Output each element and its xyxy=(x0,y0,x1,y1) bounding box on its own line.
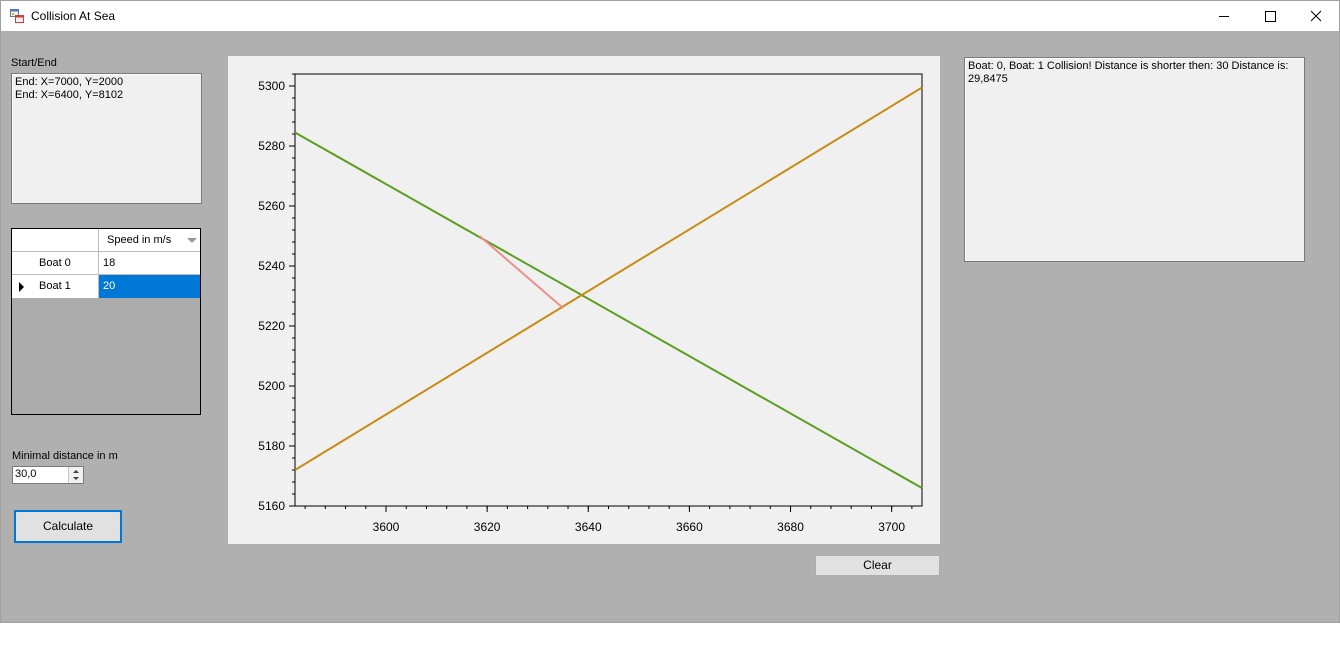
y-tick-label: 5280 xyxy=(258,139,285,153)
calculate-button[interactable]: Calculate xyxy=(14,510,122,543)
grid-row-boat-0[interactable]: Boat 0 18 xyxy=(12,252,200,275)
start-end-line: End: X=6400, Y=8102 xyxy=(15,89,124,101)
collision-log-textbox[interactable]: Boat: 0, Boat: 1 Collision! Distance is … xyxy=(964,57,1305,262)
start-end-textbox[interactable]: End: X=7000, Y=2000 End: X=6400, Y=8102 xyxy=(11,73,202,204)
plot-area xyxy=(294,73,923,507)
x-tick-label: 3700 xyxy=(878,520,905,534)
app-window: Collision At Sea Start/End End: X=7000, … xyxy=(0,0,1340,623)
min-distance-label: Minimal distance in m xyxy=(12,450,118,462)
series-line-0 xyxy=(294,131,923,489)
spinner-buttons xyxy=(68,467,83,483)
x-tick-label: 3680 xyxy=(777,520,804,534)
series-line-2 xyxy=(478,235,564,309)
dropdown-arrow-icon xyxy=(187,238,197,243)
window-title: Collision At Sea xyxy=(31,9,116,23)
maximize-button[interactable] xyxy=(1247,1,1293,31)
min-distance-spinner[interactable]: 30,0 xyxy=(12,466,84,484)
row-header-boat-1[interactable]: Boat 1 xyxy=(12,275,99,298)
clear-button[interactable]: Clear xyxy=(815,555,940,576)
column-header-label: Speed in m/s xyxy=(107,234,172,246)
y-tick-label: 5260 xyxy=(258,199,285,213)
title-bar[interactable]: Collision At Sea xyxy=(1,1,1339,31)
x-tick-label: 3660 xyxy=(676,520,703,534)
column-header-speed[interactable]: Speed in m/s xyxy=(99,229,200,252)
grid-corner-header[interactable] xyxy=(12,229,99,252)
minimize-icon xyxy=(1219,16,1229,17)
y-tick-label: 5200 xyxy=(258,379,285,393)
row-selector-arrow-icon xyxy=(19,282,24,292)
speed-cell-boat-0[interactable]: 18 xyxy=(99,252,200,275)
y-tick-label: 5300 xyxy=(258,79,285,93)
y-tick-label: 5220 xyxy=(258,319,285,333)
x-tick-label: 3620 xyxy=(474,520,501,534)
row-header-boat-0[interactable]: Boat 0 xyxy=(12,252,99,275)
start-end-line: End: X=7000, Y=2000 xyxy=(15,76,124,88)
spinner-up-icon[interactable] xyxy=(69,467,83,475)
maximize-icon xyxy=(1265,11,1276,22)
x-tick-label: 3640 xyxy=(575,520,602,534)
close-button[interactable] xyxy=(1293,1,1339,31)
speed-cell-boat-1[interactable]: 20 xyxy=(99,275,200,298)
grid-row-boat-1[interactable]: Boat 1 20 xyxy=(12,275,200,298)
start-end-label: Start/End xyxy=(11,57,57,69)
close-icon xyxy=(1310,10,1322,22)
x-tick-label: 3600 xyxy=(373,520,400,534)
boat-speed-grid[interactable]: Speed in m/s Boat 0 18 Boat 1 20 xyxy=(11,228,201,415)
series-line-1 xyxy=(294,86,923,471)
collision-chart: 3600 3620 3640 3660 3680 3700 5160 5180 5200 5220… xyxy=(258,73,923,534)
y-tick-label: 5180 xyxy=(258,439,285,453)
grid-header-row: Speed in m/s xyxy=(12,229,200,252)
app-icon xyxy=(10,9,24,23)
spinner-down-icon[interactable] xyxy=(69,475,83,483)
minimize-button[interactable] xyxy=(1201,1,1247,31)
chart-panel: 3600 3620 3640 3660 3680 3700 5160 5180 5200 5220… xyxy=(228,56,940,544)
min-distance-value: 30,0 xyxy=(15,468,37,480)
y-tick-label: 5160 xyxy=(258,499,285,513)
y-tick-label: 5240 xyxy=(258,259,285,273)
row-header-label: Boat 1 xyxy=(39,280,71,292)
